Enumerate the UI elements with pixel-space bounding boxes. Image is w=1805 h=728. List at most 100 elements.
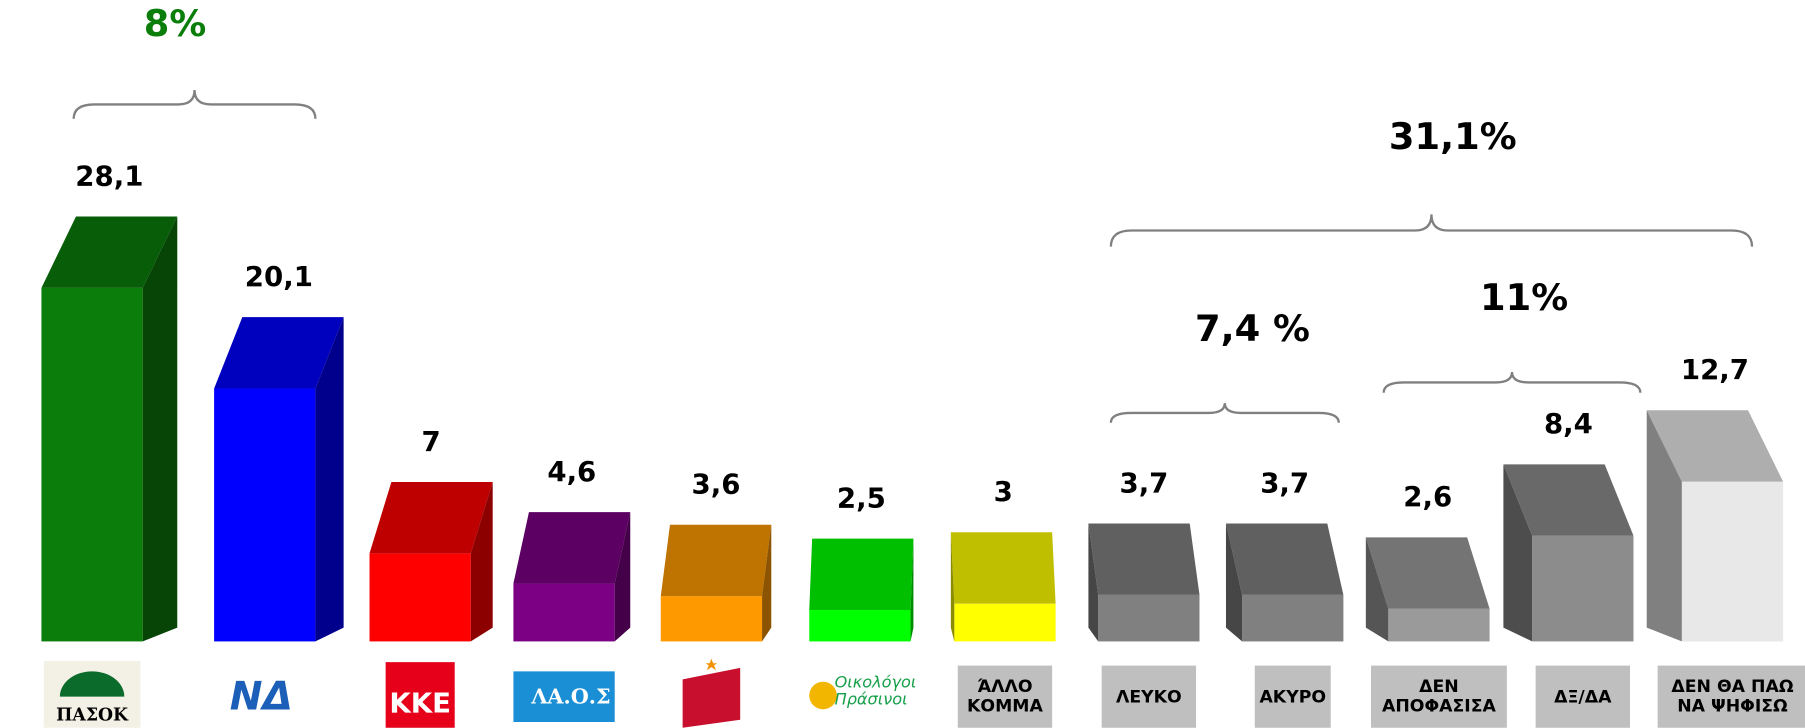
category: ΛΕΥΚΟ [1101,665,1197,728]
bar-side [910,538,914,642]
category [682,658,741,728]
value-label: 4,6 [547,455,596,488]
label-text-box: ΔΕΝ ΑΠΟΦΑΣΙΣΑ [1381,675,1496,717]
logo-bg [513,671,615,723]
bar-side [142,216,178,642]
value-label: 3,7 [1260,466,1309,499]
bar-front [1681,481,1784,642]
bar-side [1365,537,1389,642]
value-label: 2,5 [837,481,886,514]
label-box [1371,665,1507,728]
category-label: ΆΛΛΟ ΚΟΜΜΑ [967,675,1043,717]
logo-bg [385,662,455,728]
logo-text: ΠΑΣΟΚ [56,706,129,726]
bar-top [1365,537,1490,609]
bar-side [1503,464,1533,642]
bar-top [1646,410,1784,482]
value-label: 28,1 [75,159,143,192]
category: ΚΚΕ [385,662,455,728]
bar-top [1225,523,1344,595]
bar-side [315,317,344,642]
label-box [1535,665,1631,728]
logo-text: ΛΑ.Ο.Σ [530,684,610,708]
annotation: 11% [1480,276,1568,319]
label-box [957,665,1053,728]
category: ΔΕΝ ΘΑ ΠΑΩ ΝΑ ΨΗΦΙΣΩ [1657,665,1805,728]
value-label: 3,6 [692,468,741,501]
value-label: 3 [994,475,1013,508]
value-label: 12,7 [1681,353,1749,386]
value-label: 8,4 [1544,407,1593,440]
value-label: 2,6 [1403,480,1452,513]
bar-side [470,481,493,642]
logo-box: Οικολόγοι Πράσινοι [834,674,917,710]
bar-front [513,583,615,642]
category: ΝΔ [230,674,293,719]
logo-text: Οικολόγοι Πράσινοι [834,674,917,710]
bar-top [214,317,344,389]
category-label: ΔΞ/ΔΑ [1554,685,1612,707]
logo-sunflower [809,681,837,710]
bar-side [614,512,631,642]
label-text-box: ΑΚΥΡΟ [1259,685,1327,707]
bar-front [1242,594,1344,642]
bar-front [1388,608,1490,642]
value-label: 7 [421,425,440,458]
bar-front [1532,535,1634,642]
bar-top [41,216,178,288]
category-label: ΛΕΥΚΟ [1115,685,1182,707]
bar-front [369,553,471,642]
bar-front [809,609,911,642]
bar-top [950,532,1056,604]
label-text-box: ΆΛΛΟ ΚΟΜΜΑ [967,675,1043,717]
category-label: ΑΚΥΡΟ [1259,685,1327,707]
bar-front [954,603,1056,642]
category: ΆΛΛΟ ΚΟΜΜΑ [957,665,1053,728]
category: ΔΞ/ΔΑ [1535,665,1631,728]
label-box [1101,665,1197,728]
label-box [1657,665,1805,728]
logo-text: ΝΔ [230,674,293,719]
category: Οικολόγοι Πράσινοι [809,674,917,710]
logo-flag [682,667,741,728]
category-label: ΔΕΝ ΑΠΟΦΑΣΙΣΑ [1381,675,1496,717]
bar-front [660,596,763,642]
brace [1382,371,1642,393]
bar-top [1503,464,1634,536]
bar-front [41,287,143,642]
label-text-box: ΛΕΥΚΟ [1115,685,1182,707]
category: ΛΑ.Ο.Σ [513,671,615,723]
logo-sun [59,671,125,697]
category: ΠΑΣΟΚ [43,660,141,728]
annotation: 7,4 % [1195,307,1310,350]
brace [1109,214,1754,247]
bar-front [214,388,316,642]
category: ΑΚΥΡΟ [1254,665,1331,728]
bar-top [1088,523,1200,595]
bar-top [660,524,772,597]
bar-side [950,532,955,642]
bar-top [513,512,631,584]
category-label: ΔΕΝ ΘΑ ΠΑΩ ΝΑ ΨΗΦΙΣΩ [1671,675,1794,717]
bar-side [1088,523,1099,642]
logo-text: ΚΚΕ [389,687,451,720]
annotation: 8% [144,2,207,45]
bar-top [809,538,914,610]
label-box [1254,665,1331,728]
value-label: 20,1 [245,260,313,293]
bar-top [369,481,493,554]
bar-side [1646,410,1682,642]
brace [72,89,317,119]
label-text-box: ΔΞ/ΔΑ [1554,685,1612,707]
category: ΔΕΝ ΑΠΟΦΑΣΙΣΑ [1371,665,1507,728]
label-text-box: ΔΕΝ ΘΑ ΠΑΩ ΝΑ ΨΗΦΙΣΩ [1671,675,1794,717]
bar-side [1225,523,1243,642]
bar-side [762,524,772,642]
logo-star [705,658,718,671]
bar-front [1098,594,1200,642]
annotation: 31,1% [1389,115,1517,158]
value-label: 3,7 [1119,466,1168,499]
brace [1109,403,1340,423]
